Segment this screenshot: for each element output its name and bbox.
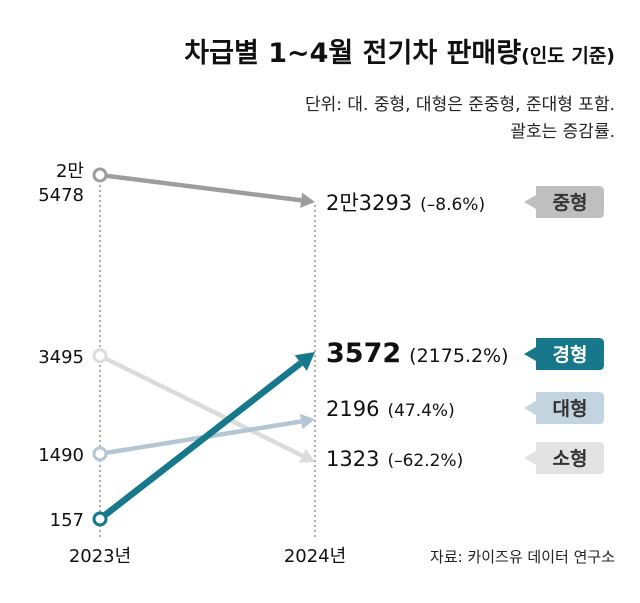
series-소형: 3495 1323 (–62.2%) 소형 xyxy=(38,347,604,474)
arrow-head-소형 xyxy=(299,448,315,463)
end-value-소형: 1323 xyxy=(326,447,379,471)
x-tick-2023: 2023년 xyxy=(69,546,131,567)
series-중형: 2만 5478 2만3293 (–8.6%) 중형 xyxy=(38,161,604,218)
unit-note: 단위: 대. 중형, 대형은 준중형, 준대형 포함. xyxy=(305,95,615,115)
series-대형: 1490 2196 (47.4%) 대형 xyxy=(38,392,604,466)
arrow-head-경형 xyxy=(294,352,315,371)
end-label-대형: 2196 (47.4%) xyxy=(326,397,455,421)
end-change-대형: (47.4%) xyxy=(387,401,454,421)
start-point-중형 xyxy=(92,167,108,183)
tag-경형 xyxy=(524,338,604,370)
start-label-중형: 2만 5478 xyxy=(38,161,84,206)
arrow-head-중형 xyxy=(300,192,315,208)
series-경형: 157 3572 (2175.2%) 경형 xyxy=(50,338,604,531)
arrow-head-대형 xyxy=(299,413,315,430)
end-change-경형: (2175.2%) xyxy=(409,345,508,367)
start-label-line-중형: 2만 xyxy=(56,161,84,182)
change-note: 괄호는 증감률. xyxy=(510,122,615,142)
tag-중형 xyxy=(524,186,604,218)
tag-소형 xyxy=(524,442,604,474)
end-value-경형: 3572 xyxy=(326,338,401,369)
series-line-중형 xyxy=(99,172,302,203)
start-point-경형 xyxy=(92,511,108,527)
chart-title-suffix: (인도 기준) xyxy=(521,45,615,67)
tag-label-대형: 대형 xyxy=(553,398,588,420)
start-point-대형 xyxy=(92,446,108,462)
end-change-소형: (–62.2%) xyxy=(387,451,463,471)
start-label-소형: 3495 xyxy=(38,347,84,368)
start-label-line-중형: 5478 xyxy=(38,185,84,206)
end-value-대형: 2196 xyxy=(326,397,379,421)
end-value-중형: 2만3293 xyxy=(326,191,412,215)
chart-title: 차급별 1~4월 전기차 판매량(인도 기준) xyxy=(184,38,615,69)
x-tick-2024: 2024년 xyxy=(284,546,346,567)
source-note: 자료: 카이즈유 데이터 연구소 xyxy=(430,548,615,566)
tag-label-경형: 경형 xyxy=(553,344,588,366)
series-line-소형 xyxy=(99,353,304,458)
tag-대형 xyxy=(524,392,604,424)
end-label-소형: 1323 (–62.2%) xyxy=(326,447,463,471)
tag-label-중형: 중형 xyxy=(553,192,588,214)
tag-label-소형: 소형 xyxy=(553,448,588,470)
start-point-소형 xyxy=(92,348,108,364)
end-label-경형: 3572 (2175.2%) xyxy=(326,338,509,369)
chart-title-main: 차급별 1~4월 전기차 판매량 xyxy=(184,38,521,69)
start-label-경형: 157 xyxy=(50,510,84,531)
end-change-중형: (–8.6%) xyxy=(420,195,485,215)
start-label-대형: 1490 xyxy=(38,445,84,466)
end-label-중형: 2만3293 (–8.6%) xyxy=(326,191,485,215)
series-line-경형 xyxy=(98,360,303,522)
